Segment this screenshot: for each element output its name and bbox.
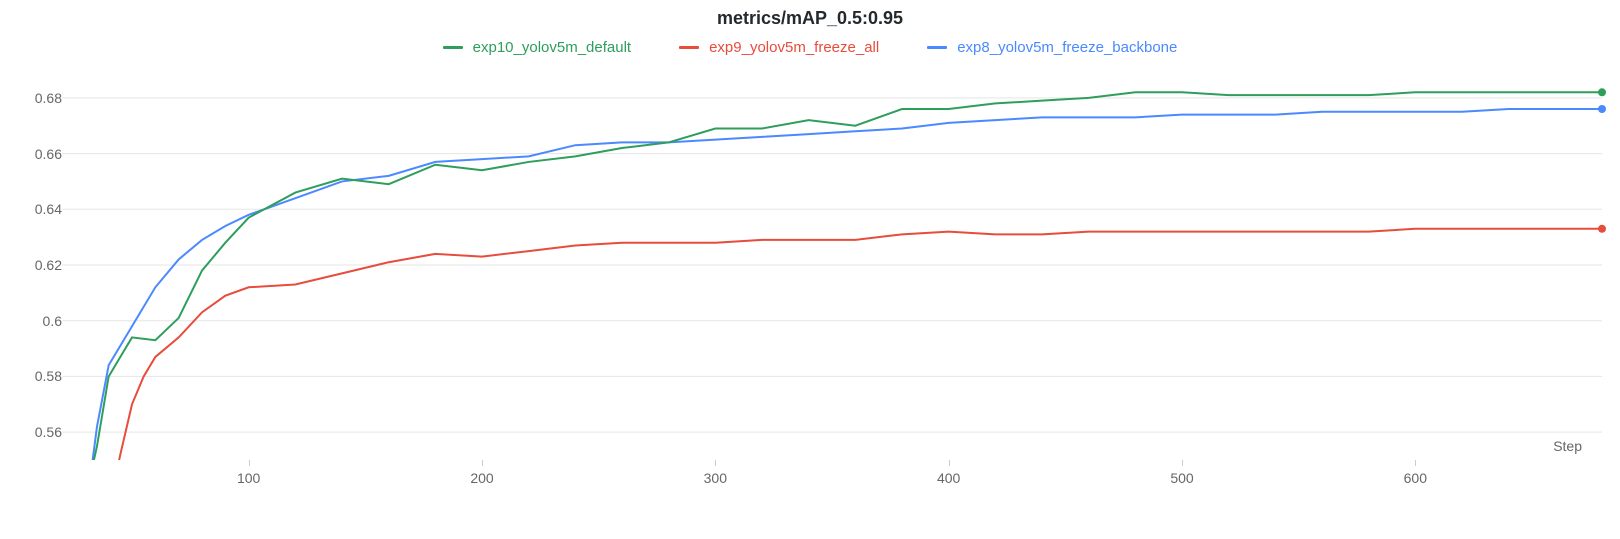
y-tick-label: 0.68 <box>10 90 62 106</box>
x-tick-label: 300 <box>704 470 727 486</box>
y-tick-label: 0.62 <box>10 257 62 273</box>
x-tick-mark <box>715 460 716 466</box>
chart-title: metrics/mAP_0.5:0.95 <box>0 0 1620 29</box>
x-tick-label: 200 <box>470 470 493 486</box>
x-tick-mark <box>1415 460 1416 466</box>
x-tick-mark <box>1182 460 1183 466</box>
series-end-marker-2[interactable] <box>1598 105 1606 113</box>
legend-label: exp8_yolov5m_freeze_backbone <box>957 39 1177 56</box>
y-tick-label: 0.6 <box>10 313 62 329</box>
x-tick-label: 400 <box>937 470 960 486</box>
legend-label: exp9_yolov5m_freeze_all <box>709 39 879 56</box>
plot-svg <box>0 70 1602 510</box>
legend-item-1[interactable]: exp9_yolov5m_freeze_all <box>679 39 879 56</box>
legend-swatch <box>927 46 947 49</box>
series-end-marker-0[interactable] <box>1598 88 1606 96</box>
chart-legend: exp10_yolov5m_default exp9_yolov5m_freeze… <box>0 39 1620 56</box>
y-tick-label: 0.66 <box>10 146 62 162</box>
y-tick-label: 0.58 <box>10 368 62 384</box>
series-end-marker-1[interactable] <box>1598 225 1606 233</box>
legend-swatch <box>679 46 699 49</box>
series-line-1[interactable] <box>109 229 1602 510</box>
plot-area: 0.56 0.58 0.6 0.62 0.64 0.66 0.68 100 200 300 400… <box>0 70 1602 510</box>
legend-item-2[interactable]: exp8_yolov5m_freeze_backbone <box>927 39 1177 56</box>
x-axis-title: Step <box>1553 438 1582 454</box>
x-tick-label: 100 <box>237 470 260 486</box>
x-tick-label: 600 <box>1404 470 1427 486</box>
legend-item-0[interactable]: exp10_yolov5m_default <box>443 39 631 56</box>
series-line-2[interactable] <box>85 109 1602 516</box>
x-tick-label: 500 <box>1170 470 1193 486</box>
legend-swatch <box>443 46 463 49</box>
x-tick-mark <box>249 460 250 466</box>
x-tick-mark <box>482 460 483 466</box>
y-tick-label: 0.64 <box>10 201 62 217</box>
x-tick-mark <box>949 460 950 466</box>
legend-label: exp10_yolov5m_default <box>473 39 631 56</box>
y-tick-label: 0.56 <box>10 424 62 440</box>
chart-container: metrics/mAP_0.5:0.95 exp10_yolov5m_defau… <box>0 0 1620 539</box>
